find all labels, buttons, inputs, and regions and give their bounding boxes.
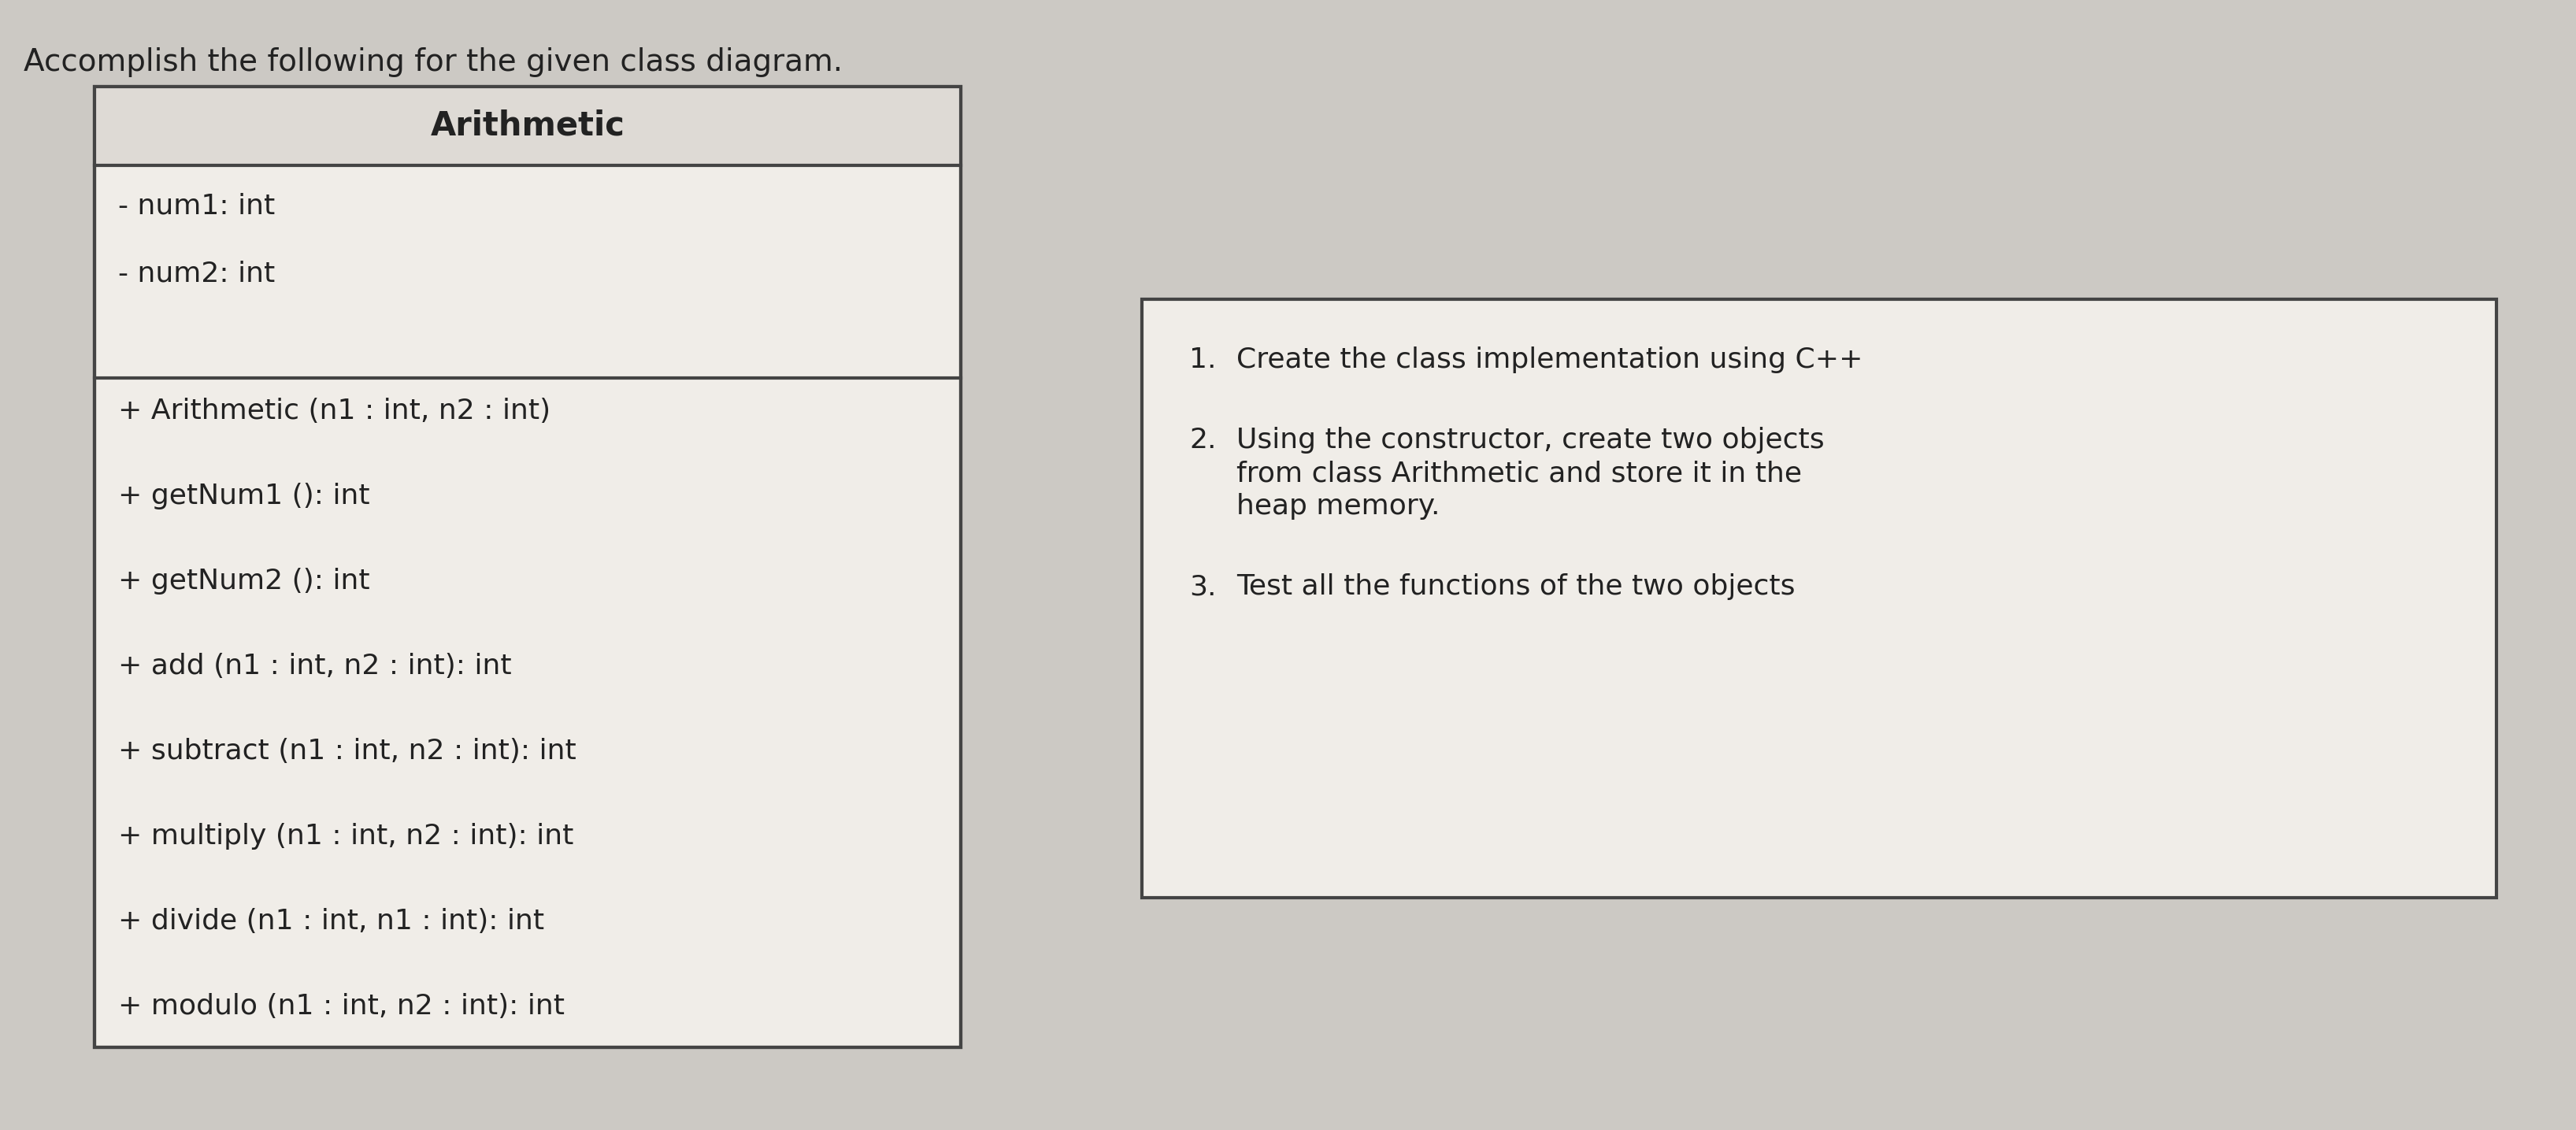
Text: from class Arithmetic and store it in the: from class Arithmetic and store it in th…	[1236, 460, 1801, 487]
Text: Accomplish the following for the given class diagram.: Accomplish the following for the given c…	[23, 47, 842, 77]
Text: + getNum2 (): int: + getNum2 (): int	[118, 567, 371, 594]
Text: 2.: 2.	[1190, 427, 1216, 453]
Text: Test all the functions of the two objects: Test all the functions of the two object…	[1236, 573, 1795, 600]
Text: 1.: 1.	[1190, 347, 1216, 373]
Text: 3.: 3.	[1190, 573, 1216, 600]
Text: + divide (n1 : int, n1 : int): int: + divide (n1 : int, n1 : int): int	[118, 907, 544, 935]
Text: + Arithmetic (n1 : int, n2 : int): + Arithmetic (n1 : int, n2 : int)	[118, 398, 551, 425]
Text: + subtract (n1 : int, n2 : int): int: + subtract (n1 : int, n2 : int): int	[118, 738, 577, 765]
Text: + add (n1 : int, n2 : int): int: + add (n1 : int, n2 : int): int	[118, 653, 513, 679]
Text: - num1: int: - num1: int	[118, 193, 276, 219]
Bar	[95, 87, 961, 165]
Text: + modulo (n1 : int, n2 : int): int: + modulo (n1 : int, n2 : int): int	[118, 993, 564, 1019]
Bar	[95, 87, 961, 1048]
Bar	[1141, 299, 2496, 897]
Text: + getNum1 (): int: + getNum1 (): int	[118, 483, 371, 510]
Text: Arithmetic: Arithmetic	[430, 110, 626, 142]
Text: heap memory.: heap memory.	[1236, 493, 1440, 520]
Bar	[95, 87, 961, 1048]
Text: - num2: int: - num2: int	[118, 260, 276, 287]
Text: + multiply (n1 : int, n2 : int): int: + multiply (n1 : int, n2 : int): int	[118, 823, 574, 850]
Text: Create the class implementation using C++: Create the class implementation using C+…	[1236, 347, 1862, 373]
Text: Using the constructor, create two objects: Using the constructor, create two object…	[1236, 427, 1824, 453]
